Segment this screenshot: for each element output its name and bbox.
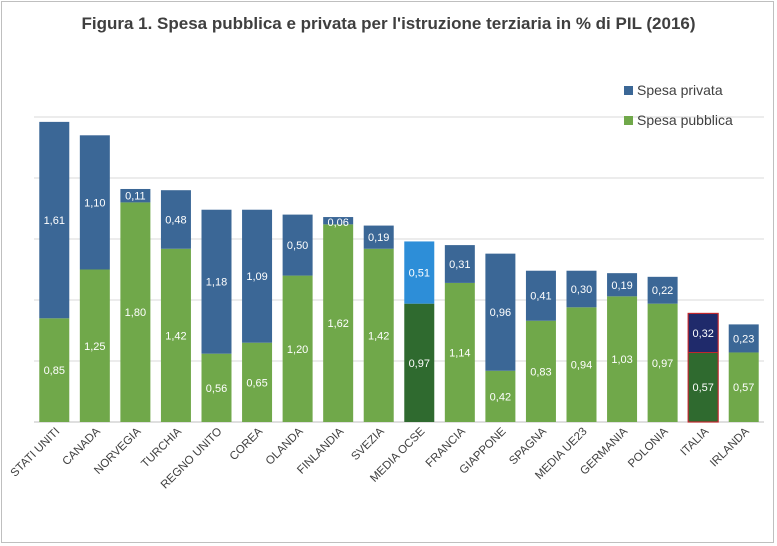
x-tick-label: OLANDA (264, 425, 306, 467)
data-label-public: 1,62 (327, 318, 348, 330)
data-label-public: 1,14 (449, 347, 470, 359)
bar-private (607, 273, 638, 297)
legend-item-private: Spesa privata (624, 80, 733, 100)
data-label-private: 1,09 (246, 271, 267, 283)
data-label-public: 0,85 (44, 365, 65, 377)
bar-public (728, 352, 759, 422)
data-label-private: 0,06 (327, 217, 348, 229)
bar-public (647, 303, 678, 422)
data-labels: 0,85 1,61 1,25 1,10 1,80 0,11 1,42 0,48 0,56 1,18… (44, 191, 755, 404)
bar-outline (687, 312, 719, 423)
data-label-private: 0,41 (530, 291, 551, 303)
data-label-public: 0,97 (409, 358, 430, 370)
data-label-private: 1,10 (84, 197, 105, 209)
bar-private (485, 253, 516, 371)
data-label-private: 0,51 (409, 268, 430, 280)
bar-public (120, 202, 151, 422)
legend: Spesa privata Spesa pubblica (624, 80, 733, 140)
x-tick-label: CANADA (61, 425, 104, 468)
bar-private (688, 313, 719, 353)
legend-item-public: Spesa pubblica (624, 110, 733, 130)
bar-public (566, 307, 597, 422)
legend-swatch-private (624, 85, 633, 95)
bar-private (201, 209, 232, 354)
data-label-private: 0,50 (287, 240, 308, 252)
bar-private (566, 270, 597, 308)
bar-private (120, 188, 151, 203)
data-label-public: 1,42 (165, 330, 186, 342)
bar-private (404, 241, 435, 304)
data-label-public: 0,42 (490, 391, 511, 403)
data-label-private: 0,30 (571, 284, 592, 296)
bar-public (485, 370, 516, 422)
bar-private (525, 270, 556, 321)
bar-private (363, 225, 394, 249)
bar-private (444, 245, 475, 283)
data-label-private: 0,32 (692, 328, 713, 340)
chart-title: Figura 1. Spesa pubblica e privata per l… (81, 14, 696, 33)
x-tick-label: SVEZIA (349, 425, 387, 463)
gridlines (34, 116, 764, 423)
data-label-public: 1,42 (368, 330, 389, 342)
bar-private (79, 135, 110, 270)
bar-public (688, 352, 719, 422)
data-label-private: 1,18 (206, 277, 227, 289)
bar-public (363, 248, 394, 422)
data-label-private: 0,22 (652, 285, 673, 297)
data-label-public: 0,97 (652, 358, 673, 370)
legend-swatch-public (624, 115, 633, 125)
data-label-public: 0,56 (206, 383, 227, 395)
x-tick-label: IRLANDA (708, 425, 752, 469)
data-label-public: 0,83 (530, 366, 551, 378)
bar-public (201, 353, 232, 422)
data-label-public: 0,57 (692, 382, 713, 394)
data-label-private: 0,96 (490, 307, 511, 319)
x-tick-label: SPAGNA (507, 425, 549, 467)
bar-private (39, 121, 70, 319)
bar-public (79, 269, 110, 422)
data-label-public: 0,65 (246, 377, 267, 389)
data-label-public: 0,94 (571, 360, 592, 372)
data-label-public: 1,25 (84, 341, 105, 353)
bar-private (647, 276, 678, 304)
data-label-public: 0,57 (733, 382, 754, 394)
data-label-private: 0,11 (125, 191, 146, 203)
bar-public (160, 248, 191, 422)
bar-public (39, 318, 70, 422)
data-label-public: 1,80 (125, 307, 146, 319)
x-tick-label: POLONIA (626, 425, 671, 470)
x-tick-label: COREA (228, 425, 266, 463)
data-label-private: 0,31 (449, 259, 470, 271)
x-tick-label: ITALIA (679, 425, 712, 458)
bar-public (525, 320, 556, 422)
bar-public (444, 282, 475, 422)
bar-public (404, 303, 435, 422)
legend-label-public: Spesa pubblica (637, 112, 733, 128)
data-label-public: 1,20 (287, 344, 308, 356)
x-tick-label: STATI UNITI (9, 426, 63, 480)
data-label-private: 0,48 (165, 214, 186, 226)
bar-private (160, 190, 191, 249)
bar-public (323, 224, 354, 422)
bar-private (282, 214, 313, 276)
bars (39, 121, 759, 423)
bar-private (242, 209, 273, 343)
bar-private (728, 324, 759, 353)
data-label-private: 1,61 (44, 215, 65, 227)
data-label-public: 1,03 (611, 354, 632, 366)
legend-label-private: Spesa privata (637, 82, 723, 98)
bar-public (282, 275, 313, 422)
bar-public (242, 342, 273, 422)
data-label-private: 0,23 (733, 333, 754, 345)
data-label-private: 0,19 (368, 232, 389, 244)
bar-private (323, 217, 354, 225)
data-label-private: 0,19 (611, 280, 632, 292)
bar-public (607, 296, 638, 422)
